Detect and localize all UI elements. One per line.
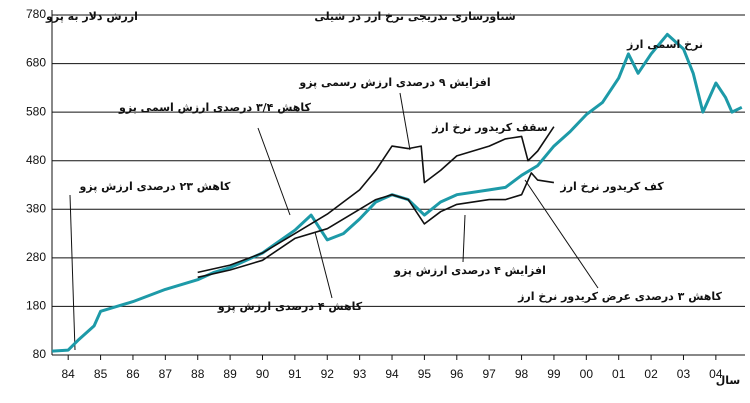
x-tick-label: 89: [223, 367, 237, 381]
y-tick-label: 280: [26, 250, 46, 264]
series-label: کف کریدور نرخ ارز: [559, 180, 664, 193]
annotation: افزایش ۹ درصدی ارزش رسمی پزو: [298, 76, 490, 89]
y-tick-label: 80: [33, 347, 47, 361]
series-line: [197, 126, 555, 274]
x-tick-label: 96: [450, 367, 464, 381]
x-tick-label: 00: [580, 367, 594, 381]
y-tick-label: 580: [26, 104, 46, 118]
x-tick-label: 86: [126, 367, 140, 381]
x-tick-label: 85: [94, 367, 108, 381]
x-tick-label: 01: [612, 367, 626, 381]
leader-line: [314, 231, 333, 299]
series-label: سقف کریدور نرخ ارز: [431, 121, 548, 134]
x-tick-label: 02: [644, 367, 658, 381]
x-tick-label: 97: [482, 367, 496, 381]
leader-line: [69, 194, 76, 351]
x-tick-label: 99: [547, 367, 561, 381]
x-tick-label: 88: [191, 367, 205, 381]
y-tick-label: 380: [26, 201, 46, 215]
annotation: کاهش ۳/۴ درصدی ارزش اسمی پزو: [118, 101, 311, 114]
annotation: کاهش ۲۳ درصدی ارزش پزو: [79, 180, 232, 193]
leader-line: [524, 179, 599, 289]
y-tick-label: 680: [26, 56, 46, 70]
series-line: [51, 32, 743, 353]
leader-lines: [69, 92, 599, 351]
y-tick-label: 780: [26, 7, 46, 21]
x-tick-label: 03: [677, 367, 691, 381]
x-tick-label: 95: [418, 367, 432, 381]
x-tick-label: 92: [321, 367, 335, 381]
x-tick-label: 98: [515, 367, 529, 381]
annotation: افزایش ۴ درصدی ارزش پزو: [393, 264, 546, 277]
x-axis-label: سال: [716, 374, 741, 387]
leader-line: [462, 214, 466, 263]
series-label: نرخ اسمی ارز: [626, 38, 703, 51]
y-tick-label: 480: [26, 153, 46, 167]
y-axis-label: ارزش دلار به پزو: [45, 10, 138, 23]
x-tick-label: 93: [353, 367, 367, 381]
series-line: [197, 172, 555, 279]
x-tick-label: 91: [288, 367, 302, 381]
leader-line: [257, 127, 291, 216]
leader-line: [399, 92, 411, 151]
chart-title: شناورسازی تدریجی نرخ ارز در شیلی: [314, 10, 515, 23]
x-tick-label: 94: [385, 367, 399, 381]
annotation: کاهش ۳ درصدی عرض کریدور نرخ ارز: [517, 290, 722, 303]
x-tick-label: 04: [709, 367, 723, 381]
x-tick-label: 87: [159, 367, 173, 381]
annotation: کاهش ۴ درصدی ارزش پزو: [217, 300, 363, 313]
x-tick-label: 84: [62, 367, 76, 381]
y-tick-label: 180: [26, 299, 46, 313]
x-tick-label: 90: [256, 367, 270, 381]
